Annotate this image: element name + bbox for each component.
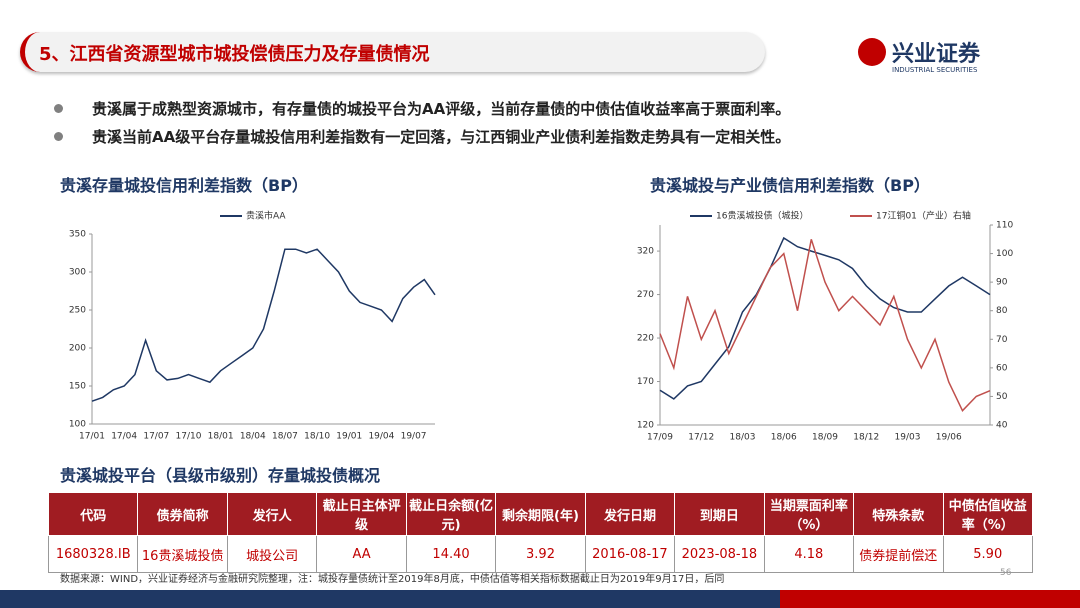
title-bar: 5、江西省资源型城市城投偿债压力及存量债情况 [20, 32, 765, 72]
x-tick-label: 17/01 [79, 432, 105, 442]
y-tick-label: 150 [69, 382, 86, 392]
table-cell: AA [316, 535, 407, 573]
x-tick-label: 18/01 [208, 432, 234, 442]
table-header: 代码 [47, 492, 139, 536]
x-tick-label: 17/12 [688, 433, 714, 443]
charts: 100 150 200 250 300 350 17/01 17/04 17/07 17/10 18… [69, 210, 1014, 443]
bullet-dot [54, 132, 63, 141]
table-row: 1680328.IB 16贵溪城投债 城投公司 AA 14.40 3.92 2016-08-… [47, 535, 1034, 573]
logo: 兴业证券 [892, 42, 981, 67]
x-tick-label: 18/10 [304, 432, 330, 442]
table-cell: 城投公司 [226, 535, 318, 573]
y-tick-label: 320 [637, 247, 654, 257]
x-tick-label: 17/04 [111, 432, 137, 442]
line-series [659, 239, 991, 412]
x-tick-label: 18/03 [730, 433, 756, 443]
table-title: 贵溪城投平台（县级市级别）存量城投债概况 [60, 466, 381, 485]
table-header: 到期日 [674, 492, 765, 536]
y2-tick-label: 60 [996, 363, 1008, 373]
bullet-dot [54, 104, 63, 113]
chart-title: 贵溪存量城投信用利差指数（BP） [60, 176, 308, 195]
bond-table: 代码 债券简称 发行人 截止日主体评级 截止日余额(亿元) 剩余期限(年) 发行日期 到期日当… [47, 492, 1034, 573]
table-header: 中债估值收益率（%） [942, 492, 1034, 536]
y-tick-label: 270 [637, 290, 654, 300]
legend-label: 贵溪市AA [246, 210, 286, 222]
table-header: 当期票面利率（%） [763, 492, 855, 536]
x-tick-label: 18/12 [853, 433, 879, 443]
bullet: 贵溪当前AA级平台存量城投信用利差指数有一定回落，与江西铜业产业债利差指数走势具… [92, 128, 791, 146]
x-tick-label: 17/10 [176, 432, 202, 442]
y2-tick-label: 50 [996, 392, 1008, 402]
table-header: 发行人 [226, 492, 318, 536]
x-tick-label: 17/07 [143, 432, 169, 442]
x-tick-label: 19/07 [401, 432, 427, 442]
x-tick-label: 19/06 [936, 433, 962, 443]
page-number: 56 [1000, 568, 1012, 578]
y2-tick-label: 70 [996, 335, 1008, 345]
footer-bar [780, 590, 1080, 608]
y-tick-label: 300 [69, 268, 86, 278]
table-header: 发行日期 [584, 492, 676, 536]
y2-tick-label: 100 [996, 249, 1013, 259]
x-tick-label: 18/06 [771, 433, 797, 443]
footer-bar [0, 590, 780, 608]
table-cell: 债券提前偿还 [853, 535, 944, 573]
logo-icon [858, 38, 886, 66]
line-series [659, 236, 991, 400]
table-cell: 2023-08-18 [674, 535, 765, 573]
x-tick-label: 18/09 [812, 433, 838, 443]
footnote: 数据来源：WIND，兴业证券经济与金融研究院整理，注：城投存量债统计至2019年… [60, 574, 725, 585]
table-cell: 2016-08-17 [584, 535, 676, 573]
slide-title: 5、江西省资源型城市城投偿债压力及存量债情况 [39, 44, 430, 65]
y2-tick-label: 90 [996, 278, 1008, 288]
legend-label: 17江铜01（产业）右轴 [876, 210, 971, 222]
table-cell: 16贵溪城投债 [137, 535, 228, 573]
legend-label: 16贵溪城投债（城投） [716, 210, 808, 222]
y-tick-label: 100 [69, 420, 86, 430]
y2-tick-label: 40 [996, 421, 1008, 431]
table-header: 债券简称 [137, 492, 228, 536]
y2-tick-label: 110 [996, 221, 1013, 231]
chart-title: 贵溪城投与产业债信用利差指数（BP） [650, 176, 930, 195]
table-header: 截止日余额(亿元) [405, 492, 497, 536]
bullet: 贵溪属于成熟型资源城市，有存量债的城投平台为AA评级，当前存量债的中债估值收益率… [92, 100, 791, 118]
x-tick-label: 18/07 [272, 432, 298, 442]
x-tick-label: 19/04 [368, 432, 394, 442]
y-tick-label: 200 [69, 344, 86, 354]
table-header: 剩余期限(年) [495, 492, 586, 536]
x-tick-label: 18/04 [240, 432, 266, 442]
y-tick-label: 350 [69, 230, 86, 240]
table-header: 截止日主体评级 [316, 492, 407, 536]
y-tick-label: 250 [69, 306, 86, 316]
x-tick-label: 17/09 [647, 433, 673, 443]
y-tick-label: 120 [637, 421, 654, 431]
table-cell: 4.18 [763, 535, 855, 573]
x-tick-label: 19/01 [336, 432, 362, 442]
table-cell: 3.92 [495, 535, 586, 573]
logo-sub: INDUSTRIAL SECURITIES [892, 66, 978, 74]
table-header: 特殊条款 [853, 492, 944, 536]
table-cell: 5.90 [942, 535, 1034, 573]
line-series [91, 248, 436, 402]
x-tick-label: 19/03 [895, 433, 921, 443]
table-cell: 1680328.IB [47, 535, 139, 573]
y-tick-label: 170 [637, 377, 654, 387]
table-cell: 14.40 [405, 535, 497, 573]
y-tick-label: 220 [637, 334, 654, 344]
y2-tick-label: 80 [996, 306, 1008, 316]
